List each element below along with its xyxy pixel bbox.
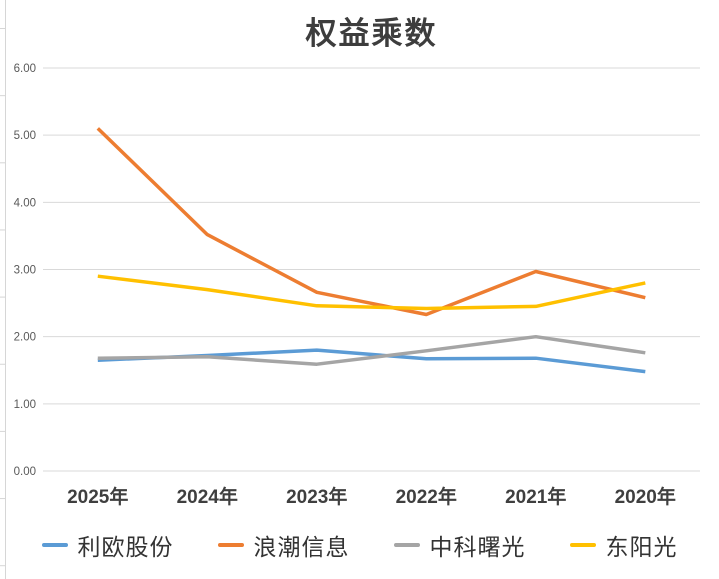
x-tick-label: 2021年	[505, 485, 566, 508]
legend-dash-icon	[217, 543, 244, 547]
legend-item-1: 浪潮信息	[217, 528, 350, 562]
legend-dash-icon	[393, 543, 420, 547]
x-tick-label: 2020年	[615, 485, 676, 508]
legend-label: 东阳光	[605, 535, 678, 560]
x-tick-label: 2023年	[286, 485, 347, 508]
legend-item-2: 中科曙光	[393, 528, 526, 562]
chart-legend: 利欧股份 浪潮信息 中科曙光 东阳光	[0, 525, 719, 565]
legend-dash-icon	[569, 543, 596, 547]
y-tick-label: 4.00	[14, 197, 36, 209]
x-tick-label: 2025年	[67, 485, 128, 508]
legend-label: 利欧股份	[77, 535, 174, 560]
y-tick-label: 3.00	[14, 265, 36, 277]
series-line-2	[97, 334, 646, 366]
y-tick-label: 2.00	[14, 332, 36, 344]
chart-title: 权益乘数	[305, 16, 438, 51]
legend-item-0: 利欧股份	[41, 528, 174, 562]
series-line-3	[97, 274, 646, 311]
x-tick-label: 2022年	[396, 485, 457, 508]
series-line-0	[97, 348, 646, 374]
y-tick-label: 1.00	[14, 399, 36, 411]
y-tick-label: 5.00	[14, 130, 36, 142]
y-tick-label: 6.00	[14, 63, 36, 75]
y-tick-label: 0.00	[14, 466, 36, 478]
series-line-1	[96, 127, 646, 317]
legend-label: 中科曙光	[429, 535, 526, 560]
legend-item-3: 东阳光	[569, 528, 678, 562]
legend-dash-icon	[41, 543, 68, 547]
legend-label: 浪潮信息	[253, 535, 350, 560]
x-tick-label: 2024年	[177, 485, 238, 508]
